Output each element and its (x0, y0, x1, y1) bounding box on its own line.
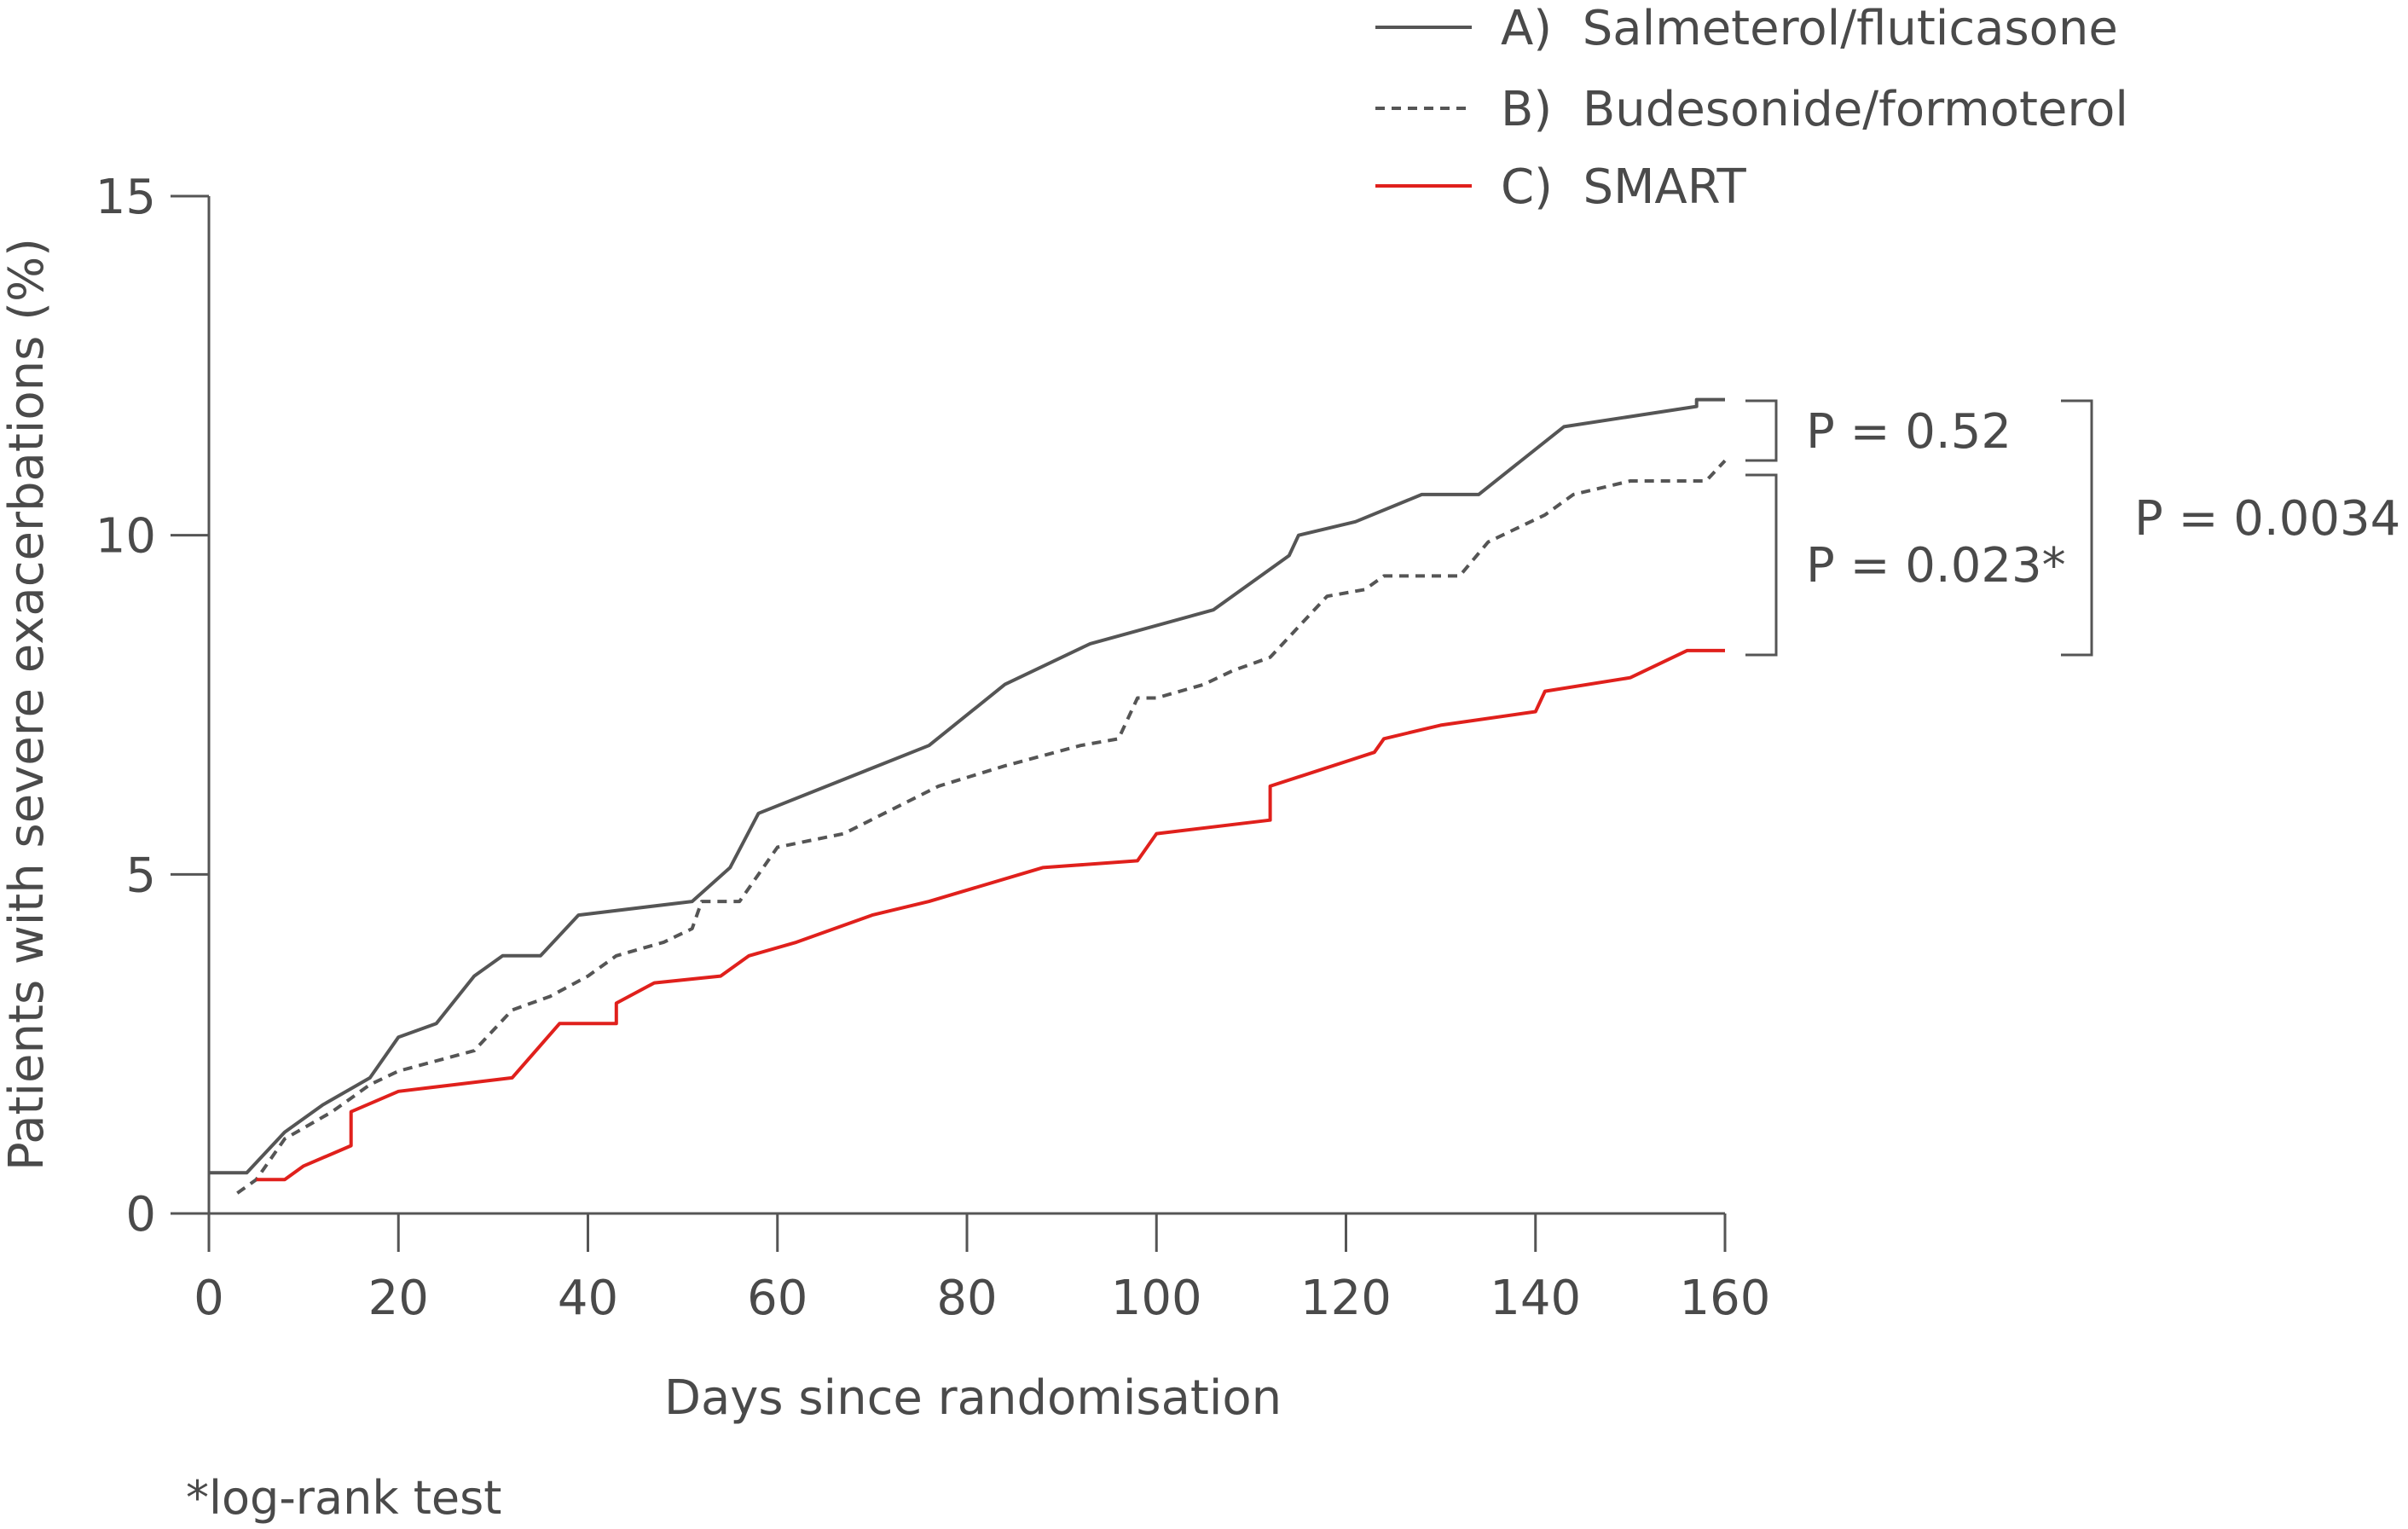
series-layer (209, 397, 1727, 1195)
x-tick-label: 160 (1680, 1271, 1771, 1326)
bracket-a-b (1745, 399, 1778, 462)
axes: 0 5 10 15 0 20 40 60 80 100 120 140 160 (96, 170, 1771, 1326)
y-tick-label: 10 (96, 509, 156, 565)
bracket-a-c (2061, 399, 2093, 657)
brackets: P = 0.52 P = 0.023* P = 0.0034 (1745, 399, 2400, 657)
y-tick-label: 0 (125, 1187, 156, 1242)
legend: A) Salmeterol/fluticasone B) Budesonide/f… (1375, 1, 2128, 215)
footnote: *log-rank test (186, 1471, 501, 1525)
x-tick-label: 60 (747, 1271, 807, 1326)
x-tick-label: 0 (194, 1271, 224, 1326)
p-value-a-c: P = 0.0034 (2134, 491, 2400, 547)
bracket-b-c (1745, 473, 1778, 657)
y-axis-title: Patients with severe exacerbations (%) (0, 238, 55, 1171)
x-tick-label: 120 (1300, 1271, 1392, 1326)
series-a-salmeterol-fluticasone-line (209, 397, 1725, 1175)
x-tick-label: 100 (1111, 1271, 1202, 1326)
legend-label: A) Salmeterol/fluticasone (1501, 1, 2118, 56)
x-tick-label: 40 (558, 1271, 618, 1326)
series-b-budesonide-formoterol-line (236, 459, 1727, 1195)
x-axis-title: Days since randomisation (664, 1370, 1282, 1426)
x-tick-label: 20 (368, 1271, 429, 1326)
legend-label: C) SMART (1501, 159, 1747, 215)
legend-label: B) Budesonide/formoterol (1501, 82, 2128, 137)
x-tick-label: 80 (936, 1271, 997, 1326)
p-value-a-b: P = 0.52 (1806, 404, 2011, 460)
legend-item-c: C) SMART (1375, 159, 1747, 215)
y-tick-label: 5 (125, 848, 156, 903)
x-tick-label: 140 (1490, 1271, 1581, 1326)
p-value-b-c: P = 0.023* (1806, 538, 2066, 594)
y-tick-label: 15 (96, 170, 156, 225)
legend-item-a: A) Salmeterol/fluticasone (1375, 1, 2118, 56)
x-ticks: 0 20 40 60 80 100 120 140 160 (194, 1213, 1770, 1326)
series-c-smart-line (256, 648, 1725, 1182)
legend-item-b: B) Budesonide/formoterol (1375, 82, 2128, 137)
y-ticks: 0 5 10 15 (96, 170, 209, 1242)
